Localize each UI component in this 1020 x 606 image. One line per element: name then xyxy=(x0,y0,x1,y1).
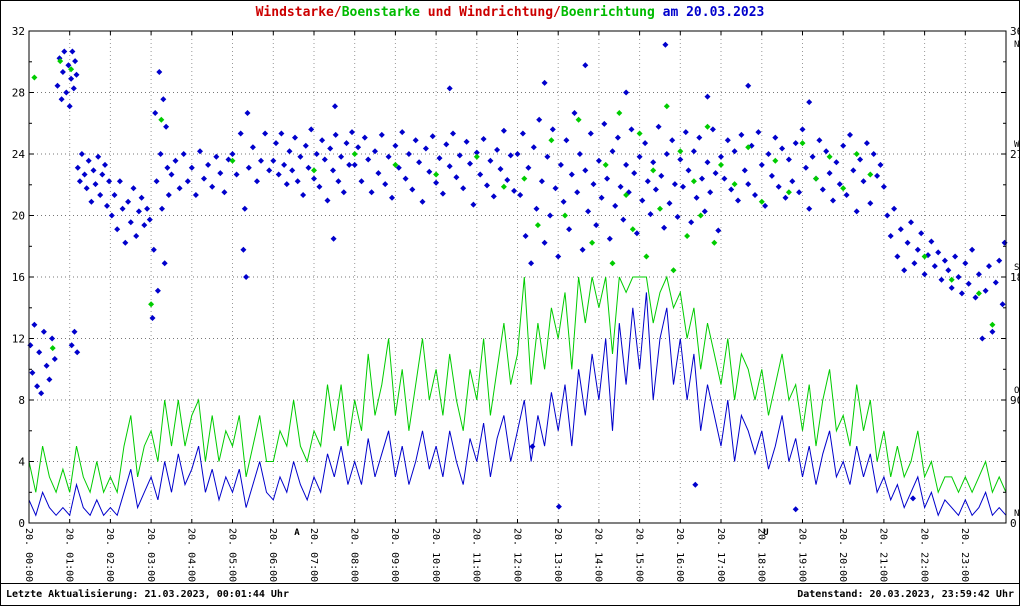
y-left-label: 28 xyxy=(12,87,25,100)
x-tick-label: 20. 11:00 xyxy=(471,528,482,582)
y-left-label: 32 xyxy=(12,25,25,38)
x-tick-label: 20. 22:00 xyxy=(918,528,929,582)
y-left-label: 0 xyxy=(18,517,25,530)
windrichtung-points xyxy=(27,41,1008,513)
compass-label: S xyxy=(1014,263,1019,273)
data-state-text: Datenstand: 20.03.2023, 23:59:42 Uhr xyxy=(797,589,1014,600)
last-update-text: Letzte Aktualisierung: 21.03.2023, 00:01… xyxy=(6,589,289,600)
y-left-label: 4 xyxy=(18,456,25,469)
windstarke-line xyxy=(28,292,1007,517)
compass-label: W xyxy=(1014,140,1019,150)
compass-label: N xyxy=(1014,509,1019,519)
x-tick-label: 20. 18:00 xyxy=(756,528,767,582)
x-tick-label: 20. 23:00 xyxy=(959,528,970,582)
x-tick-label: 20. 04:00 xyxy=(186,528,197,582)
x-tick-label: 20. 05:00 xyxy=(226,528,237,582)
x-tick-label: 20. 10:00 xyxy=(430,528,441,582)
y-right-label: 270 xyxy=(1010,148,1019,161)
y-right-label: 90 xyxy=(1010,394,1019,407)
y-right-label: 0 xyxy=(1010,517,1017,530)
title-boenstarke: Boenstarke xyxy=(341,5,420,20)
x-tick-label: 20. 09:00 xyxy=(389,528,400,582)
y-right-label: 180 xyxy=(1010,271,1019,284)
x-tick-label: 20. 00:00 xyxy=(23,528,34,582)
sun-marker-A: A xyxy=(294,528,300,538)
x-tick-label: 20. 16:00 xyxy=(674,528,685,582)
x-tick-label: 20. 13:00 xyxy=(552,528,563,582)
title-date: am 20.03.2023 xyxy=(654,5,765,20)
x-tick-label: 20. 20:00 xyxy=(837,528,848,582)
wind-chart: 048121620242832360N270W180S90O0N20. 00:0… xyxy=(12,25,1019,582)
sun-marker-U: U xyxy=(763,528,768,538)
x-tick-label: 20. 03:00 xyxy=(145,528,156,582)
x-tick-label: 20. 01:00 xyxy=(63,528,74,582)
chart-title: Windstarke/Boenstarke und Windrichtung/B… xyxy=(1,5,1019,20)
x-tick-label: 20. 19:00 xyxy=(796,528,807,582)
x-tick-label: 20. 08:00 xyxy=(349,528,360,582)
boenrichtung-points xyxy=(31,58,996,352)
y-left-label: 16 xyxy=(12,271,25,284)
boenstarke-line xyxy=(28,275,1007,495)
x-tick-label: 20. 14:00 xyxy=(593,528,604,582)
footer-bar: Letzte Aktualisierung: 21.03.2023, 00:01… xyxy=(1,583,1019,605)
title-boenrichtung: Boenrichtung xyxy=(560,5,655,20)
y-left-label: 24 xyxy=(12,148,26,161)
x-tick-label: 20. 02:00 xyxy=(104,528,115,582)
y-left-label: 20 xyxy=(12,210,25,223)
title-windrichtung: und Windrichtung/ xyxy=(419,5,561,20)
x-tick-label: 20. 21:00 xyxy=(878,528,889,582)
y-left-label: 12 xyxy=(12,333,25,346)
compass-label: O xyxy=(1014,386,1019,396)
compass-label: N xyxy=(1014,40,1019,50)
title-windstarke: Windstarke/ xyxy=(255,5,342,20)
x-tick-label: 20. 07:00 xyxy=(308,528,319,582)
x-tick-label: 20. 12:00 xyxy=(511,528,522,582)
x-tick-label: 20. 06:00 xyxy=(267,528,278,582)
x-tick-label: 20. 17:00 xyxy=(715,528,726,582)
x-tick-label: 20. 15:00 xyxy=(633,528,644,582)
y-right-label: 360 xyxy=(1010,25,1019,38)
y-left-label: 8 xyxy=(18,394,25,407)
